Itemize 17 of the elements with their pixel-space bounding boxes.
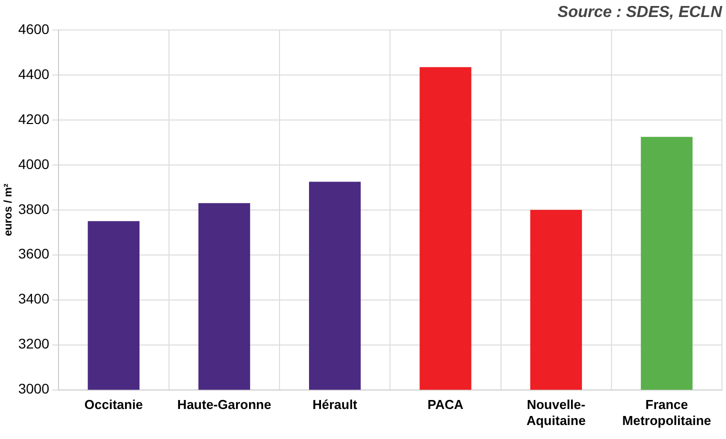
x-tick-label: Nouvelle-Aquitaine [526,397,586,428]
y-tick-label: 4600 [18,20,50,37]
x-tick-label: Haute-Garonne [177,397,272,412]
y-tick-label: 3600 [18,246,50,262]
x-tick-label: Hérault [312,397,358,412]
y-tick-label: 3800 [18,200,50,217]
y-tick-label: 3200 [18,336,50,352]
x-tick-label: France Metropolitaine [622,397,712,428]
y-tick-label: 3000 [18,380,50,397]
y-tick-label: 4000 [18,156,50,172]
source-note: Source : SDES, ECLN [558,4,722,22]
y-tick-label: 3400 [18,290,50,307]
x-tick-label: PACA [428,397,464,412]
y-axis-title: euros / m² [2,183,15,236]
y-tick-label: 4400 [18,66,50,82]
x-tick-label: Occitanie [84,397,143,412]
y-tick-label: 4200 [18,110,50,127]
